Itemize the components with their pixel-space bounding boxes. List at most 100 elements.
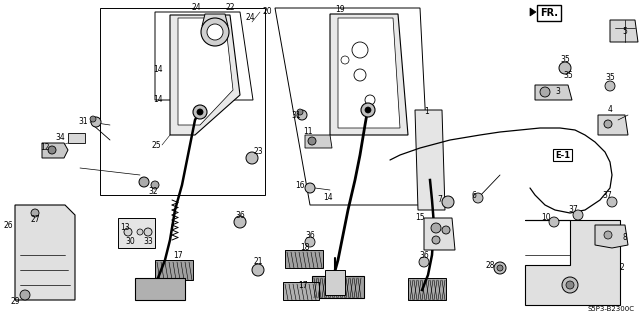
Text: 35: 35: [605, 73, 615, 83]
Circle shape: [365, 107, 371, 113]
Text: 5: 5: [623, 27, 627, 36]
Text: 25: 25: [151, 140, 161, 150]
Text: 11: 11: [303, 128, 313, 137]
Polygon shape: [535, 85, 572, 100]
Circle shape: [431, 223, 441, 233]
Circle shape: [361, 103, 375, 117]
Circle shape: [365, 95, 375, 105]
Circle shape: [354, 69, 366, 81]
Text: 37: 37: [602, 191, 612, 201]
Text: 17: 17: [173, 251, 183, 261]
Polygon shape: [415, 110, 445, 210]
Text: 36: 36: [305, 231, 315, 240]
Polygon shape: [525, 220, 620, 305]
Text: 17: 17: [298, 280, 308, 290]
Circle shape: [559, 62, 571, 74]
Polygon shape: [424, 218, 455, 250]
Circle shape: [573, 210, 583, 220]
Circle shape: [494, 262, 506, 274]
Circle shape: [207, 24, 223, 40]
Circle shape: [305, 183, 315, 193]
Text: 24: 24: [245, 13, 255, 23]
Circle shape: [144, 228, 152, 236]
Bar: [312, 276, 364, 298]
Text: 8: 8: [623, 234, 627, 242]
Text: 28: 28: [485, 261, 495, 270]
Circle shape: [607, 197, 617, 207]
Text: 7: 7: [438, 196, 442, 204]
Circle shape: [604, 231, 612, 239]
Text: 21: 21: [253, 257, 263, 266]
Polygon shape: [595, 225, 628, 248]
Circle shape: [91, 117, 101, 127]
Text: 13: 13: [120, 224, 130, 233]
Text: 26: 26: [3, 220, 13, 229]
Circle shape: [549, 217, 559, 227]
Text: 23: 23: [253, 147, 263, 157]
Polygon shape: [325, 270, 345, 295]
Text: 14: 14: [153, 95, 163, 105]
Circle shape: [137, 229, 143, 235]
Circle shape: [419, 257, 429, 267]
Circle shape: [297, 109, 303, 115]
Text: 16: 16: [295, 181, 305, 189]
Polygon shape: [610, 20, 638, 42]
Text: 32: 32: [148, 188, 158, 197]
Text: FR.: FR.: [540, 8, 558, 18]
Circle shape: [20, 290, 30, 300]
Circle shape: [252, 264, 264, 276]
Polygon shape: [598, 115, 628, 135]
Polygon shape: [202, 14, 228, 26]
Circle shape: [473, 193, 483, 203]
Text: 1: 1: [424, 108, 429, 116]
Text: 29: 29: [10, 298, 20, 307]
Bar: [408, 278, 446, 300]
Text: 10: 10: [541, 213, 551, 222]
Text: 30: 30: [125, 238, 135, 247]
Bar: [283, 282, 319, 300]
Circle shape: [193, 105, 207, 119]
Text: 36: 36: [419, 250, 429, 259]
Text: E-1: E-1: [555, 151, 570, 160]
Circle shape: [566, 281, 574, 289]
Text: 15: 15: [415, 213, 425, 222]
Circle shape: [341, 56, 349, 64]
Polygon shape: [330, 14, 408, 135]
Circle shape: [604, 120, 612, 128]
Polygon shape: [68, 133, 85, 143]
Circle shape: [540, 87, 550, 97]
Text: 18: 18: [300, 243, 310, 253]
Circle shape: [305, 237, 315, 247]
Text: 35: 35: [560, 56, 570, 64]
Polygon shape: [530, 8, 536, 16]
Text: 34: 34: [55, 133, 65, 143]
Circle shape: [432, 236, 440, 244]
Text: 4: 4: [607, 106, 612, 115]
Text: 31: 31: [291, 110, 301, 120]
Circle shape: [352, 42, 368, 58]
Circle shape: [201, 18, 229, 46]
Circle shape: [139, 177, 149, 187]
Polygon shape: [42, 143, 68, 158]
Circle shape: [197, 109, 203, 115]
Circle shape: [31, 209, 39, 217]
Text: 19: 19: [335, 5, 345, 14]
Polygon shape: [170, 15, 240, 135]
Text: 20: 20: [262, 8, 272, 17]
Circle shape: [442, 196, 454, 208]
Text: 3: 3: [556, 87, 561, 97]
Text: S5P3-B2300C: S5P3-B2300C: [588, 306, 635, 312]
Bar: [155, 260, 193, 280]
Circle shape: [234, 216, 246, 228]
Circle shape: [48, 146, 56, 154]
Circle shape: [442, 226, 450, 234]
Polygon shape: [338, 18, 400, 128]
Circle shape: [297, 110, 307, 120]
Circle shape: [246, 152, 258, 164]
Text: 33: 33: [143, 238, 153, 247]
Text: 14: 14: [153, 65, 163, 75]
Text: 31: 31: [78, 117, 88, 127]
Bar: [135, 278, 185, 300]
Text: 37: 37: [568, 205, 578, 214]
Polygon shape: [178, 18, 233, 125]
